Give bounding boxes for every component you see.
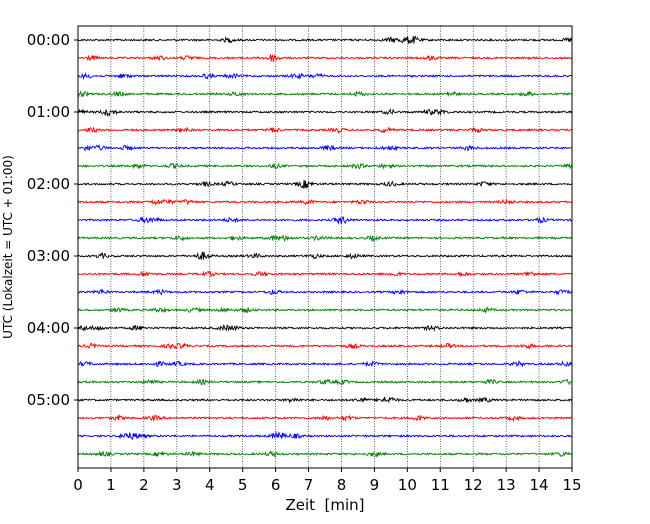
- trace-0100: [77, 107, 572, 118]
- trace-0530: [77, 431, 572, 441]
- trace-0215: [77, 198, 572, 206]
- trace-0415: [77, 342, 572, 350]
- y-tick-label: 01:00: [27, 103, 70, 121]
- x-tick-label: 13: [497, 476, 516, 494]
- x-tick-label: 12: [464, 476, 483, 494]
- trace-0200: [77, 179, 572, 190]
- y-tick-label: 04:00: [27, 319, 70, 337]
- y-tick-label: 02:00: [27, 175, 70, 193]
- trace-0400: [77, 324, 572, 332]
- x-axis: 0 1 2 3 4 5 6 7 8 9 10 11 12 13 14 15: [73, 468, 582, 494]
- traces: [77, 35, 572, 458]
- trace-0030: [77, 71, 572, 81]
- trace-0445: [77, 378, 572, 386]
- trace-0500: [77, 396, 572, 404]
- x-tick-label: 3: [172, 476, 182, 494]
- trace-0130: [77, 143, 572, 152]
- x-tick-label: 9: [370, 476, 380, 494]
- y-axis-label: UTC (Lokalzeit = UTC + 01:00): [1, 155, 15, 339]
- grid-lines: [110, 26, 540, 468]
- trace-0230: [77, 216, 572, 225]
- x-tick-label: 4: [205, 476, 215, 494]
- x-tick-label: 2: [139, 476, 149, 494]
- x-tick-label: 7: [304, 476, 314, 494]
- trace-0115: [77, 126, 572, 134]
- trace-0515: [77, 414, 572, 423]
- trace-0015: [77, 54, 572, 62]
- y-tick-label: 05:00: [27, 391, 70, 409]
- trace-0345: [77, 306, 572, 314]
- trace-0330: [77, 288, 572, 296]
- x-tick-label: 8: [337, 476, 347, 494]
- y-axis: 00:00 01:00 02:00 03:00 04:00 05:00: [27, 31, 78, 409]
- y-tick-label: 00:00: [27, 31, 70, 49]
- plot-frame: [77, 25, 573, 469]
- trace-0315: [77, 270, 572, 278]
- y-tick-label: 03:00: [27, 247, 70, 265]
- trace-0000: [77, 35, 572, 44]
- x-tick-label: 15: [562, 476, 581, 494]
- x-tick-label: 0: [73, 476, 83, 494]
- x-tick-label: 14: [530, 476, 549, 494]
- x-tick-label: 10: [398, 476, 417, 494]
- x-tick-label: 5: [238, 476, 248, 494]
- trace-0430: [77, 359, 572, 368]
- trace-0545: [77, 450, 572, 458]
- trace-0245: [77, 233, 572, 243]
- trace-0045: [77, 90, 572, 98]
- trace-0300: [77, 251, 572, 260]
- trace-0145: [77, 162, 572, 170]
- x-tick-label: 6: [271, 476, 281, 494]
- x-axis-label: Zeit [min]: [285, 496, 364, 514]
- x-tick-label: 11: [431, 476, 450, 494]
- x-tick-label: 1: [106, 476, 116, 494]
